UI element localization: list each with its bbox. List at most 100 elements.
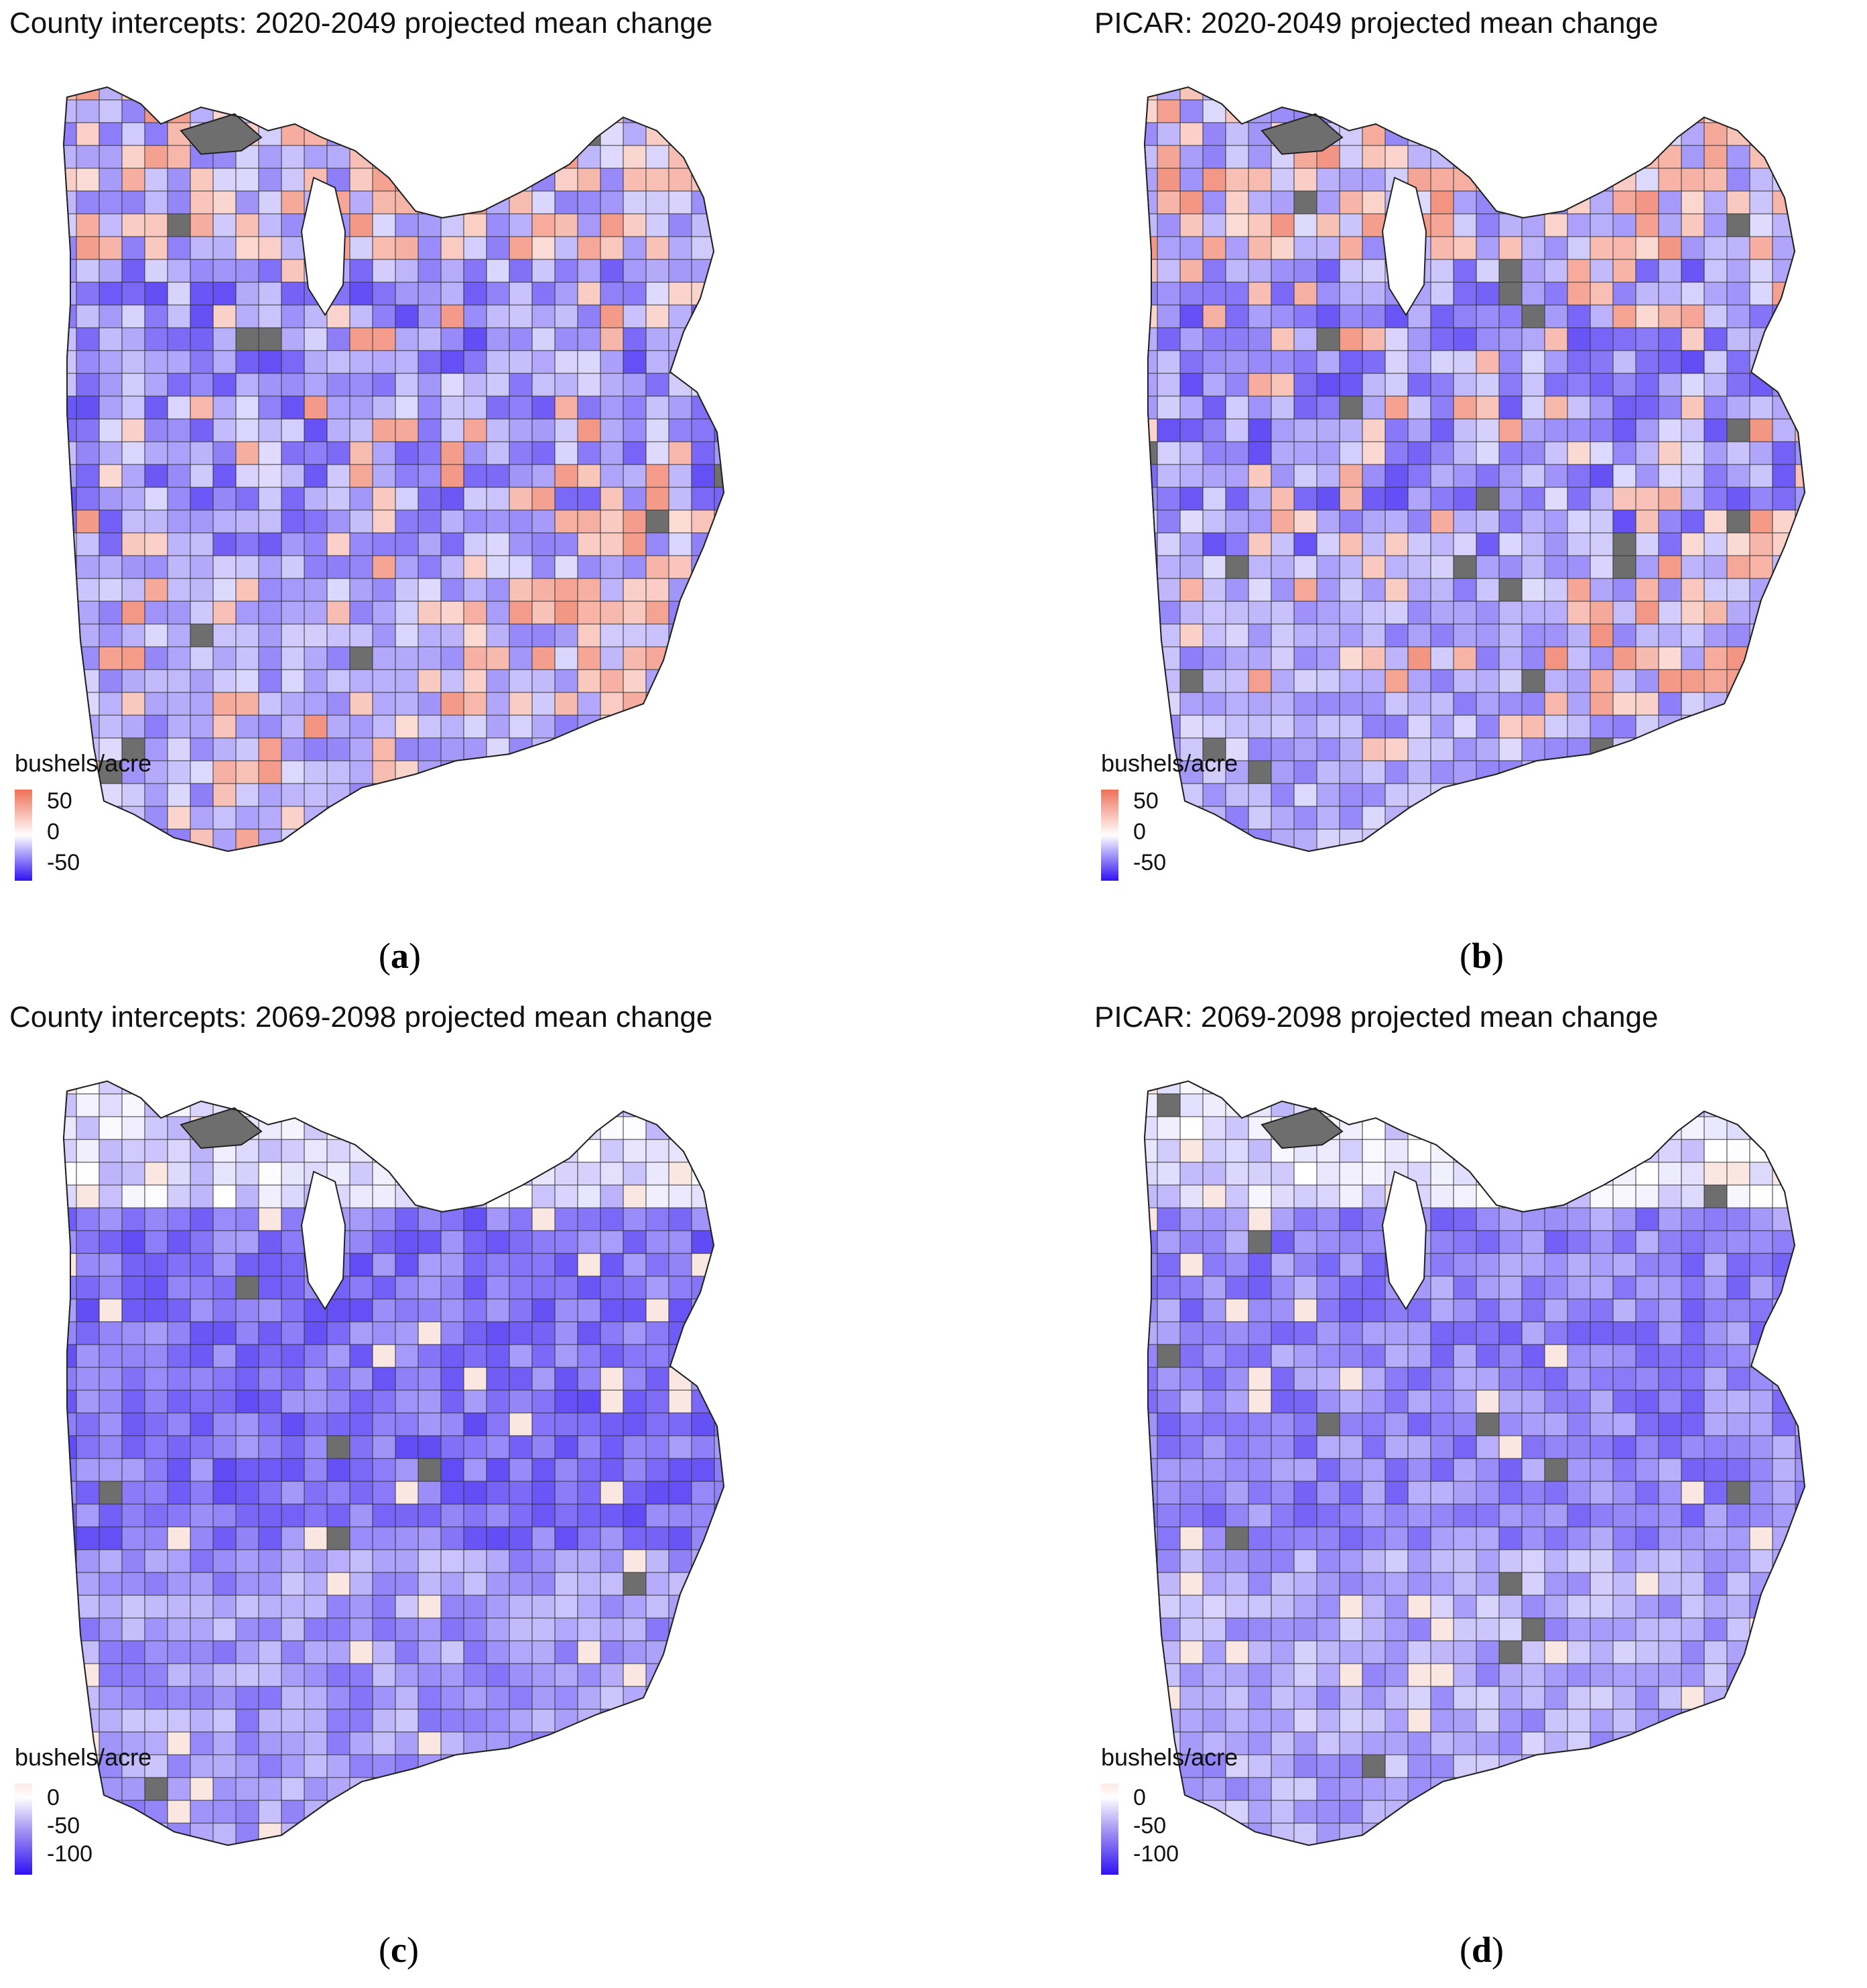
lake-superior	[1261, 1107, 1344, 1150]
county-cell	[1521, 1435, 1545, 1459]
county-cell	[1544, 304, 1568, 328]
county-cell	[99, 418, 123, 442]
county-cell	[1225, 1686, 1249, 1710]
county-cell	[1157, 418, 1181, 442]
county-cell	[258, 87, 282, 101]
county-cell	[440, 87, 464, 101]
county-cell	[372, 828, 396, 851]
county-cell	[440, 1503, 464, 1528]
county-cell	[691, 190, 715, 214]
county-cell	[577, 1344, 601, 1368]
county-cell	[395, 1709, 419, 1733]
county-cell	[623, 168, 647, 192]
county-cell	[64, 441, 77, 465]
county-cell	[1749, 806, 1773, 830]
county-cell	[1430, 304, 1454, 328]
county-cell	[1430, 1663, 1454, 1687]
county-cell	[1726, 1184, 1750, 1208]
county-cell	[1522, 1846, 1545, 1869]
county-cell	[509, 99, 533, 123]
map-border	[1143, 86, 1806, 853]
county-cell	[554, 1093, 578, 1117]
county-cell	[1339, 509, 1363, 534]
county-cell	[1498, 1367, 1523, 1391]
county-cell	[417, 1686, 442, 1710]
county-cell	[1385, 1800, 1409, 1824]
county-cell	[349, 578, 373, 602]
county-cell	[1339, 1822, 1363, 1845]
legend-colorbar	[1101, 1784, 1118, 1875]
county-cell	[121, 190, 145, 214]
county-cell	[76, 1184, 100, 1208]
county-cell	[1612, 1298, 1636, 1322]
county-cell	[623, 373, 647, 397]
county-cell	[668, 1754, 692, 1778]
county-cell	[509, 350, 533, 374]
county-cell	[1521, 692, 1545, 716]
county-cell	[1339, 213, 1363, 237]
county-cell	[395, 418, 419, 442]
county-cell	[623, 669, 647, 693]
county-cell	[600, 1617, 624, 1641]
county-cell	[1453, 373, 1477, 397]
county-cell	[1362, 1184, 1386, 1208]
county-cell	[144, 1184, 168, 1208]
county-cell	[554, 350, 578, 374]
county-cell	[304, 418, 328, 442]
county-cell	[1612, 1731, 1636, 1755]
county-cell	[440, 1595, 464, 1619]
county-cell	[1635, 350, 1659, 374]
county-cell	[1145, 1367, 1158, 1391]
county-cell	[1225, 327, 1249, 351]
county-cell	[440, 806, 464, 830]
county-cell	[1772, 669, 1796, 693]
county-cell	[668, 1162, 692, 1186]
county-cell	[417, 168, 442, 192]
county-cell	[372, 1822, 396, 1845]
county-cell	[258, 1663, 282, 1687]
county-cell	[235, 259, 259, 283]
county-cell	[1658, 1093, 1682, 1117]
county-cell	[1544, 327, 1568, 351]
county-cell	[281, 1139, 305, 1163]
county-cell	[1145, 259, 1158, 283]
county-cell	[76, 1572, 100, 1596]
county-cell	[646, 852, 669, 875]
county-cell	[372, 806, 396, 830]
county-cell	[99, 555, 123, 579]
county-cell	[1362, 373, 1386, 397]
county-cell	[509, 1481, 533, 1505]
county-cell	[1225, 532, 1249, 556]
county-cell	[440, 1526, 464, 1550]
county-cell	[417, 1526, 442, 1550]
county-cell	[531, 1230, 556, 1254]
county-cell	[531, 623, 556, 647]
county-cell	[1293, 1321, 1317, 1345]
county-cell	[1339, 1458, 1363, 1482]
legend-colorbar	[1101, 790, 1118, 881]
county-cell	[1498, 99, 1523, 123]
county-cell	[1453, 806, 1477, 830]
county-cell	[235, 1617, 259, 1641]
county-cell	[486, 1800, 510, 1824]
county-cell	[509, 441, 533, 465]
county-cell	[1316, 760, 1340, 784]
county-cell	[714, 737, 724, 761]
county-cell	[1635, 737, 1659, 761]
county-cell	[1567, 852, 1590, 875]
county-cell	[1703, 350, 1728, 374]
county-cell	[326, 760, 350, 784]
county-cell	[1339, 1389, 1363, 1414]
county-cell	[1795, 806, 1805, 830]
county-cell	[1521, 828, 1545, 851]
county-cell	[1681, 1207, 1705, 1231]
county-cell	[1749, 760, 1773, 784]
county-cell	[1590, 509, 1614, 534]
county-cell	[1430, 213, 1454, 237]
county-cell	[1362, 236, 1386, 260]
county-cell	[121, 509, 145, 534]
county-cell	[1293, 1572, 1317, 1596]
county-cell	[1544, 1686, 1568, 1710]
county-cell	[1407, 1389, 1431, 1414]
county-cell	[486, 304, 510, 328]
